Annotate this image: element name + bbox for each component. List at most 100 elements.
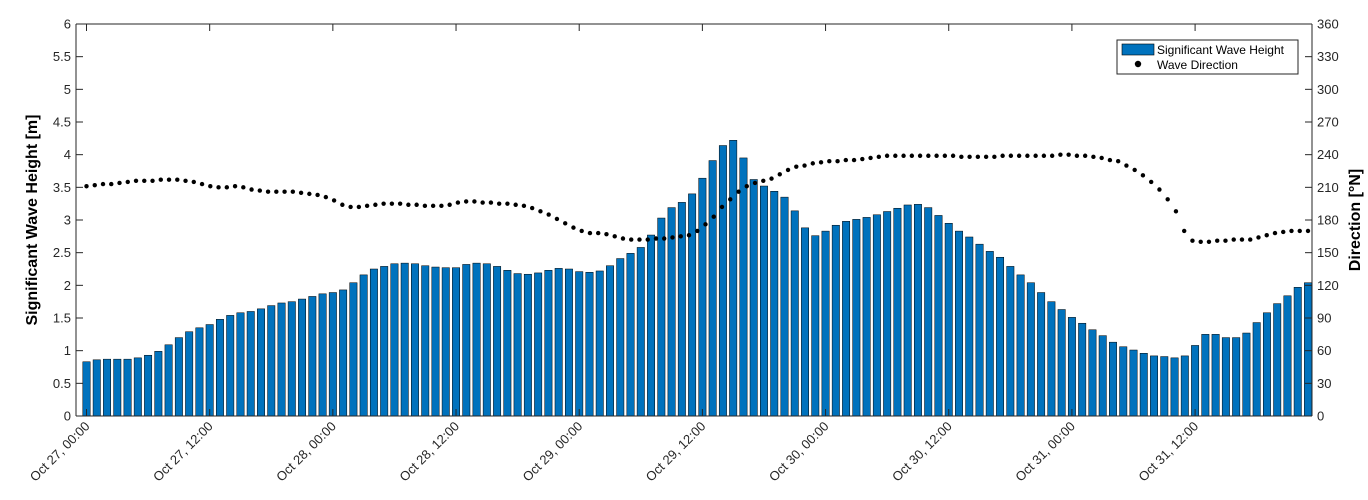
bar	[1262, 312, 1271, 417]
direction-point	[670, 235, 675, 240]
direction-point	[538, 209, 543, 214]
direction-point	[728, 197, 733, 202]
direction-point	[1256, 235, 1261, 240]
direction-point	[241, 185, 246, 190]
direction-point	[1140, 173, 1146, 178]
direction-point	[942, 153, 948, 158]
y2-tick-label: 240	[1317, 147, 1339, 162]
y2-tick-label: 0	[1317, 409, 1324, 424]
direction-point	[488, 200, 494, 205]
direction-point	[901, 153, 906, 158]
direction-point	[909, 153, 915, 158]
direction-series	[84, 152, 1311, 244]
bar	[298, 298, 307, 417]
direction-point	[117, 180, 122, 186]
direction-point	[133, 178, 139, 183]
left-y-ticks: 0 0.5 1 1.5 2 2.5 3 3.5 4 4.5 5 5.5 6	[53, 17, 83, 424]
legend-label-wave-direction: Wave Direction	[1157, 58, 1238, 72]
y-tick-label: 1	[64, 343, 71, 358]
bar	[862, 217, 871, 417]
bar	[1057, 309, 1066, 417]
bar	[123, 358, 132, 417]
bar	[339, 289, 348, 417]
bar	[924, 207, 933, 417]
direction-point	[249, 187, 254, 192]
direction-point	[183, 178, 188, 183]
x-tick-label: Oct 31, 12:00	[1135, 419, 1201, 485]
bar	[821, 230, 830, 417]
direction-point	[1305, 228, 1311, 234]
bar	[872, 214, 881, 417]
direction-point	[439, 203, 444, 209]
bar	[257, 308, 265, 417]
bar	[185, 331, 194, 417]
direction-point	[1248, 237, 1253, 242]
y-tick-label: 1.5	[53, 311, 71, 326]
direction-point	[703, 222, 708, 227]
direction-point	[686, 233, 692, 238]
direction-point	[554, 216, 560, 222]
bar	[349, 282, 358, 417]
direction-point	[463, 199, 469, 204]
bar	[1232, 337, 1241, 417]
direction-point	[331, 198, 337, 203]
bar	[780, 196, 789, 417]
bar	[544, 270, 553, 417]
bar	[1047, 301, 1056, 417]
direction-point	[216, 185, 221, 190]
x-tick-label: Oct 30, 12:00	[889, 419, 955, 485]
bar	[1283, 295, 1292, 417]
bar	[1160, 356, 1169, 417]
y2-tick-label: 150	[1317, 245, 1339, 260]
direction-point	[381, 201, 386, 206]
direction-point	[975, 154, 981, 160]
y2-tick-label: 180	[1317, 213, 1339, 228]
legend-label-wave-height: Significant Wave Height	[1157, 43, 1285, 57]
direction-point	[150, 178, 155, 183]
direction-point	[199, 181, 205, 187]
bar	[965, 236, 974, 417]
bar	[1006, 266, 1015, 417]
bar	[934, 215, 943, 417]
direction-point	[166, 177, 172, 182]
bar	[1273, 303, 1282, 417]
bar	[801, 227, 809, 417]
direction-point	[1297, 228, 1302, 234]
direction-point	[752, 180, 758, 186]
direction-point	[422, 203, 428, 209]
direction-point	[389, 201, 395, 206]
direction-point	[1190, 238, 1195, 243]
direction-point	[1066, 152, 1071, 157]
bar	[790, 210, 799, 417]
bar	[842, 221, 851, 417]
x-tick-label: Oct 31, 00:00	[1012, 419, 1078, 485]
direction-point	[1223, 238, 1228, 243]
direction-point	[100, 181, 106, 187]
bar	[431, 266, 440, 417]
bar	[441, 267, 450, 417]
direction-point	[563, 221, 568, 226]
bar	[1221, 337, 1230, 417]
bar	[698, 177, 707, 417]
direction-point	[719, 204, 725, 210]
direction-point	[1058, 152, 1063, 157]
direction-point	[761, 178, 766, 183]
y2-tick-label: 90	[1317, 311, 1331, 326]
bar	[144, 354, 153, 417]
direction-point	[662, 236, 667, 241]
direction-point	[1049, 153, 1055, 158]
direction-point	[967, 154, 972, 160]
legend-dot-marker	[1134, 60, 1142, 68]
bar	[1252, 322, 1261, 417]
bar	[472, 262, 481, 417]
direction-point	[315, 192, 320, 198]
bar	[739, 157, 748, 417]
direction-point	[282, 189, 287, 194]
direction-point	[1215, 238, 1220, 243]
y-tick-label: 0	[64, 409, 71, 424]
y-tick-label: 3.5	[53, 180, 71, 195]
bar	[503, 270, 512, 417]
direction-point	[1016, 153, 1022, 158]
direction-point	[1239, 237, 1245, 242]
direction-point	[827, 159, 832, 164]
